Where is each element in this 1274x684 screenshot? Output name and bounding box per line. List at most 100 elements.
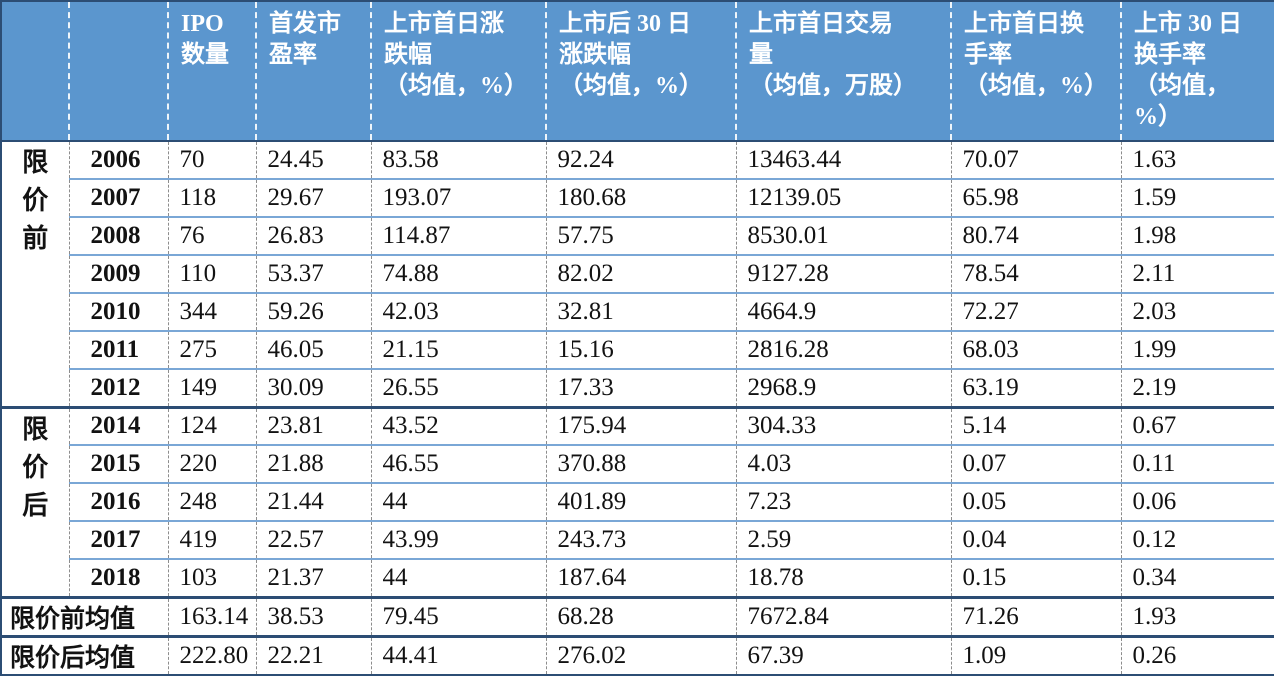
header-row: IPO 数量 首发市 盈率 上市首日涨 跌幅 （均值，%） 上市后 30 日 涨… [1, 1, 1274, 142]
value-cell: 72.27 [951, 292, 1122, 331]
table-row: 限 价 后 2014 124 23.81 43.52 175.94 304.33 5.14 0.… [1, 405, 1274, 597]
value-cell: 0.06 [1121, 482, 1274, 521]
table-row: 2016 248 21.44 44 401.89 7.23 0.05 0.06 [1, 482, 1274, 521]
row-group-label: 限 价 后 [1, 405, 70, 597]
value-cell: 275 [168, 330, 257, 369]
value-cell: 53.37 [256, 254, 372, 293]
value-cell: 79.45 [371, 595, 547, 636]
header-first-day-turnover: 上市首日换 手率 （均值，%） [951, 1, 1122, 142]
summary-row: 限价前均值 163.14 38.53 79.45 68.28 7672.84 71.26 1.… [1, 595, 1274, 636]
value-cell: 44 [371, 558, 547, 597]
value-cell: 24.45 [256, 141, 372, 179]
value-cell: 15.16 [546, 330, 737, 369]
value-cell: 193.07 [371, 178, 547, 217]
header-30day-turnover: 上市 30 日 换手率 （均值， %） [1121, 1, 1274, 142]
value-cell: 71.26 [951, 595, 1122, 636]
value-cell: 0.11 [1121, 444, 1274, 483]
value-cell: 2816.28 [736, 330, 952, 369]
value-cell: 1.59 [1121, 178, 1274, 217]
value-cell: 1.93 [1121, 595, 1274, 636]
value-cell: 187.64 [546, 558, 737, 597]
value-cell: 2.59 [736, 520, 952, 559]
value-cell: 68.03 [951, 330, 1122, 369]
value-cell: 114.87 [371, 216, 547, 255]
value-cell: 42.03 [371, 292, 547, 331]
year-cell: 2016 [69, 482, 169, 521]
value-cell: 2.03 [1121, 292, 1274, 331]
value-cell: 304.33 [736, 405, 952, 445]
year-cell: 2017 [69, 520, 169, 559]
header-first-pe: 首发市 盈率 [256, 1, 372, 142]
summary-label: 限价后均值 [1, 634, 169, 675]
value-cell: 110 [168, 254, 257, 293]
year-cell: 2015 [69, 444, 169, 483]
table-body: 限 价 前 2006 70 24.45 83.58 92.24 13463.44 70.07 1… [1, 141, 1274, 675]
value-cell: 44.41 [371, 634, 547, 675]
value-cell: 80.74 [951, 216, 1122, 255]
value-cell: 78.54 [951, 254, 1122, 293]
header-ipo-count: IPO 数量 [168, 1, 257, 142]
value-cell: 222.80 [168, 634, 257, 675]
value-cell: 220 [168, 444, 257, 483]
value-cell: 0.12 [1121, 520, 1274, 559]
value-cell: 0.04 [951, 520, 1122, 559]
value-cell: 248 [168, 482, 257, 521]
value-cell: 8530.01 [736, 216, 952, 255]
value-cell: 30.09 [256, 368, 372, 407]
header-corner-year [69, 1, 169, 142]
table-row: 2009 110 53.37 74.88 82.02 9127.28 78.54 2.11 [1, 254, 1274, 293]
value-cell: 401.89 [546, 482, 737, 521]
value-cell: 1.98 [1121, 216, 1274, 255]
value-cell: 124 [168, 405, 257, 445]
header-30day-change: 上市后 30 日 涨跌幅 （均值，%） [546, 1, 737, 142]
value-cell: 5.14 [951, 405, 1122, 445]
value-cell: 103 [168, 558, 257, 597]
header-corner-group [1, 1, 70, 142]
value-cell: 276.02 [546, 634, 737, 675]
value-cell: 21.15 [371, 330, 547, 369]
year-cell: 2014 [69, 405, 169, 445]
value-cell: 63.19 [951, 368, 1122, 407]
value-cell: 76 [168, 216, 257, 255]
header-first-day-volume: 上市首日交易 量 （均值，万股） [736, 1, 952, 142]
value-cell: 21.88 [256, 444, 372, 483]
value-cell: 0.07 [951, 444, 1122, 483]
table-row: 2008 76 26.83 114.87 57.75 8530.01 80.74 1.98 [1, 216, 1274, 255]
value-cell: 370.88 [546, 444, 737, 483]
value-cell: 22.57 [256, 520, 372, 559]
value-cell: 4664.9 [736, 292, 952, 331]
value-cell: 92.24 [546, 141, 737, 179]
value-cell: 65.98 [951, 178, 1122, 217]
value-cell: 12139.05 [736, 178, 952, 217]
value-cell: 44 [371, 482, 547, 521]
value-cell: 57.75 [546, 216, 737, 255]
value-cell: 68.28 [546, 595, 737, 636]
table-row: 2011 275 46.05 21.15 15.16 2816.28 68.03 1.99 [1, 330, 1274, 369]
value-cell: 163.14 [168, 595, 257, 636]
summary-label: 限价前均值 [1, 595, 169, 636]
table-row: 2015 220 21.88 46.55 370.88 4.03 0.07 0.11 [1, 444, 1274, 483]
value-cell: 7672.84 [736, 595, 952, 636]
value-cell: 74.88 [371, 254, 547, 293]
value-cell: 43.99 [371, 520, 547, 559]
table-row: 限 价 前 2006 70 24.45 83.58 92.24 13463.44 70.07 1… [1, 141, 1274, 407]
value-cell: 2.11 [1121, 254, 1274, 293]
value-cell: 22.21 [256, 634, 372, 675]
value-cell: 26.83 [256, 216, 372, 255]
value-cell: 29.67 [256, 178, 372, 217]
year-cell: 2012 [69, 368, 169, 407]
value-cell: 21.44 [256, 482, 372, 521]
year-cell: 2006 [69, 141, 169, 179]
value-cell: 243.73 [546, 520, 737, 559]
value-cell: 21.37 [256, 558, 372, 597]
value-cell: 70 [168, 141, 257, 179]
table-row: 2018 103 21.37 44 187.64 18.78 0.15 0.34 [1, 558, 1274, 597]
value-cell: 149 [168, 368, 257, 407]
value-cell: 9127.28 [736, 254, 952, 293]
header-first-day-change: 上市首日涨 跌幅 （均值，%） [371, 1, 547, 142]
value-cell: 59.26 [256, 292, 372, 331]
row-group-label: 限 价 前 [1, 141, 70, 407]
value-cell: 118 [168, 178, 257, 217]
